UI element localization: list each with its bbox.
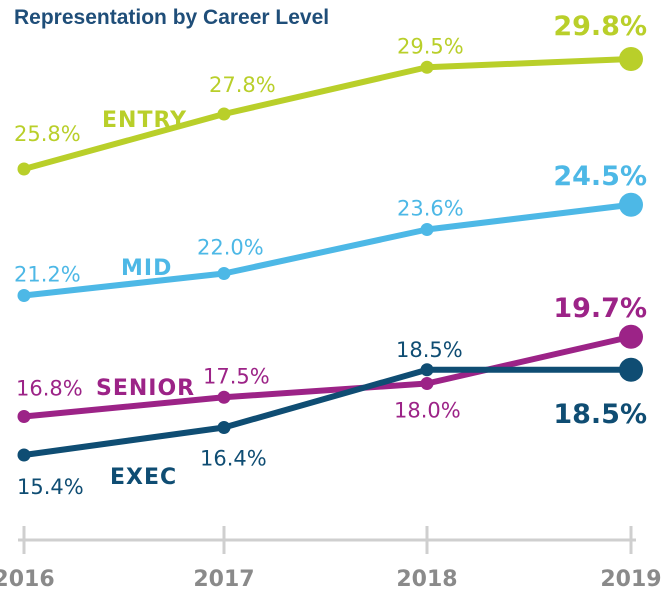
data-point-mid — [619, 192, 643, 217]
data-label-entry: 29.8% — [553, 11, 647, 42]
data-label-senior: 16.8% — [16, 377, 83, 401]
series-line-entry — [21, 56, 634, 172]
data-label-entry: 27.8% — [209, 73, 276, 97]
x-tick-label: 2017 — [193, 567, 254, 592]
chart-title: Representation by Career Level — [14, 6, 330, 29]
series-name-entry: ENTRY — [102, 108, 187, 133]
data-label-mid: 21.2% — [14, 263, 81, 287]
series-line-mid — [21, 201, 634, 299]
data-label-entry: 29.5% — [397, 34, 464, 58]
data-point-senior — [619, 324, 643, 349]
data-point-entry — [17, 162, 31, 176]
data-label-mid: 23.6% — [397, 197, 464, 221]
data-label-senior: 18.0% — [394, 399, 461, 423]
data-point-exec — [420, 363, 434, 377]
series-line-exec — [21, 366, 634, 458]
data-label-mid: 24.5% — [553, 161, 647, 192]
data-point-entry — [619, 47, 643, 71]
data-point-entry — [420, 60, 434, 74]
data-label-senior: 17.5% — [203, 364, 270, 388]
data-label-exec: 18.5% — [553, 399, 647, 430]
data-label-mid: 22.0% — [197, 236, 264, 260]
data-point-mid — [217, 267, 231, 280]
x-tick-label: 2019 — [600, 567, 661, 592]
data-point-exec — [17, 448, 31, 462]
data-label-exec: 16.4% — [200, 447, 267, 471]
x-tick-label: 2016 — [0, 567, 55, 592]
data-label-exec: 18.5% — [396, 338, 463, 362]
data-point-senior — [17, 410, 31, 423]
series-line-senior — [21, 333, 634, 420]
data-point-exec — [619, 357, 643, 382]
data-point-senior — [217, 390, 231, 404]
x-tick-label: 2018 — [396, 567, 457, 592]
series-name-mid: MID — [121, 256, 172, 281]
series-name-senior: SENIOR — [96, 376, 195, 401]
data-point-exec — [217, 421, 231, 434]
series-name-exec: EXEC — [110, 465, 177, 490]
data-label-entry: 25.8% — [14, 122, 81, 146]
data-point-mid — [17, 289, 31, 302]
data-label-exec: 15.4% — [17, 475, 84, 499]
data-point-mid — [420, 223, 434, 236]
data-point-entry — [217, 107, 231, 121]
data-point-senior — [420, 377, 434, 390]
data-label-senior: 19.7% — [553, 293, 647, 324]
